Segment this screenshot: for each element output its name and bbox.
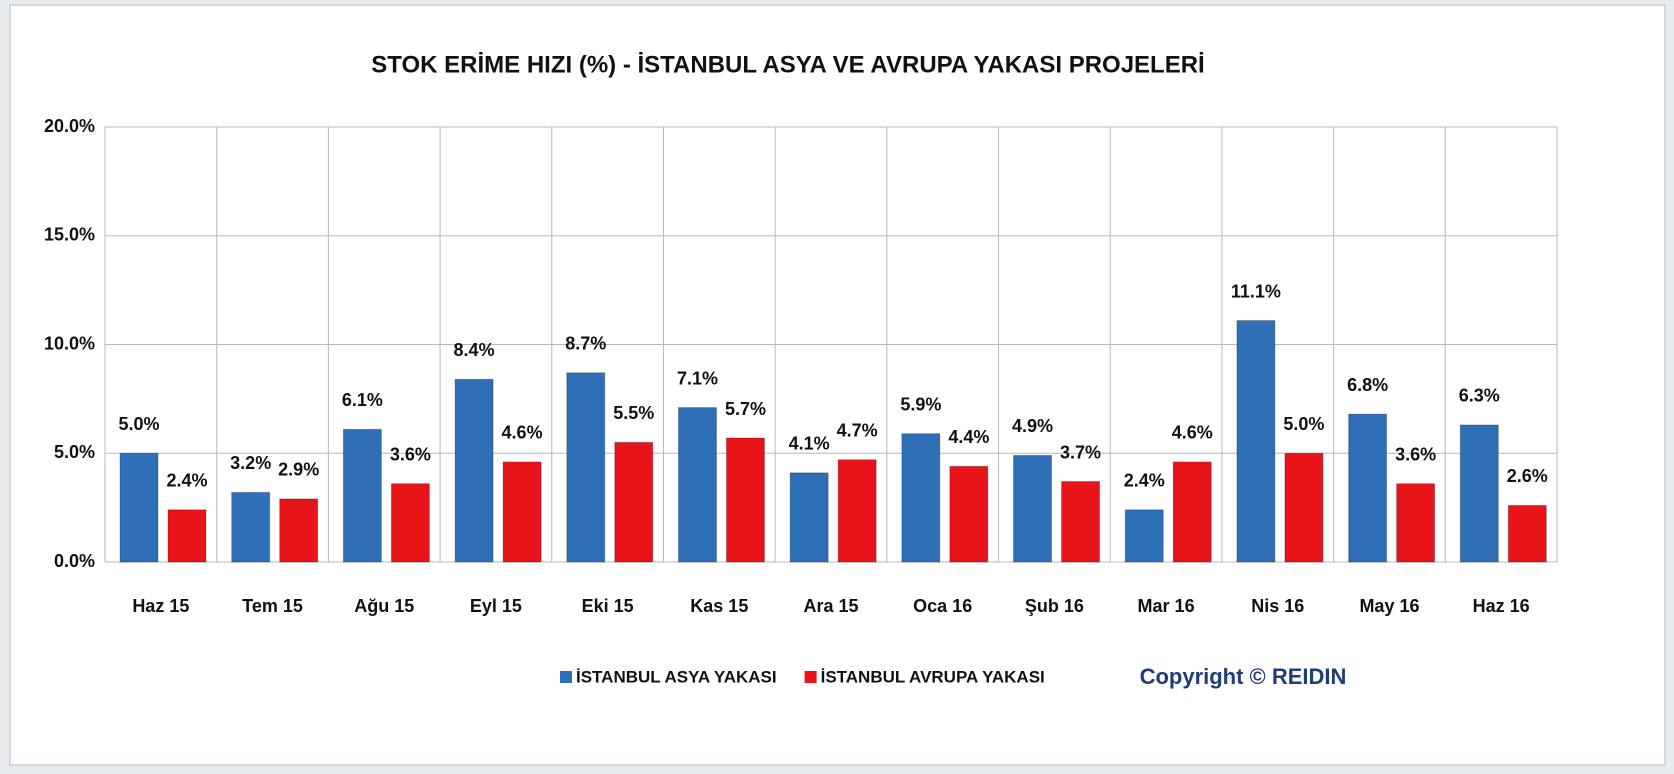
x-tick-label: Şub 16 — [1025, 596, 1084, 616]
value-label: 4.6% — [502, 423, 543, 443]
x-tick-label: Oca 16 — [913, 596, 972, 616]
x-tick-label: Kas 15 — [690, 596, 748, 616]
value-label: 6.8% — [1347, 375, 1388, 395]
bar — [1396, 483, 1436, 563]
legend-swatch — [560, 671, 572, 683]
value-label: 5.7% — [725, 399, 766, 419]
bar — [1013, 454, 1053, 563]
bar — [454, 378, 494, 563]
chart-frame — [9, 4, 1666, 766]
bar — [677, 407, 717, 563]
value-label: 6.1% — [342, 390, 383, 410]
value-label: 5.0% — [118, 414, 159, 434]
x-tick-label: May 16 — [1359, 596, 1419, 616]
value-label: 6.3% — [1459, 386, 1500, 406]
bar — [502, 461, 542, 563]
bar — [789, 472, 829, 563]
bar — [119, 452, 159, 563]
value-label: 4.6% — [1172, 423, 1213, 443]
bar — [614, 441, 654, 563]
x-tick-label: Tem 15 — [242, 596, 303, 616]
bar — [566, 372, 606, 563]
y-tick-label: 20.0% — [44, 116, 95, 136]
value-label: 7.1% — [677, 368, 718, 388]
value-label: 3.7% — [1060, 442, 1101, 462]
bar — [167, 509, 207, 563]
y-tick-label: 0.0% — [54, 551, 95, 571]
legend-label: İSTANBUL AVRUPA YAKASI — [821, 667, 1045, 686]
chart-title: STOK ERİME HIZI (%) - İSTANBUL ASYA VE A… — [371, 51, 1204, 78]
x-tick-label: Haz 16 — [1473, 596, 1530, 616]
bar — [1284, 452, 1324, 563]
x-tick-label: Nis 16 — [1251, 596, 1304, 616]
bar — [1061, 481, 1101, 563]
y-tick-label: 10.0% — [44, 333, 95, 353]
legend-swatch — [804, 671, 817, 683]
bar — [1236, 320, 1276, 563]
legend-label: İSTANBUL ASYA YAKASI — [576, 667, 777, 686]
copyright: Copyright © REIDIN — [1140, 664, 1347, 689]
value-label: 2.9% — [278, 460, 319, 480]
bar — [1124, 509, 1164, 563]
bar — [725, 437, 765, 563]
value-label: 11.1% — [1231, 281, 1281, 301]
bar — [231, 491, 271, 563]
bar — [1348, 413, 1388, 563]
x-tick-label: Eyl 15 — [470, 596, 522, 616]
value-label: 3.2% — [230, 453, 271, 473]
value-label: 4.4% — [948, 427, 989, 447]
bar — [390, 483, 430, 563]
bar — [1507, 504, 1547, 563]
value-label: 4.7% — [837, 421, 878, 441]
value-label: 5.9% — [900, 394, 941, 414]
value-label: 4.9% — [1012, 416, 1053, 436]
bar — [1172, 461, 1212, 563]
bar — [342, 428, 382, 563]
value-label: 5.0% — [1283, 414, 1324, 434]
value-label: 8.4% — [454, 340, 495, 360]
bar — [837, 459, 877, 563]
value-label: 2.6% — [1507, 466, 1548, 486]
x-tick-label: Eki 15 — [582, 596, 634, 616]
y-tick-label: 5.0% — [54, 442, 95, 462]
x-tick-label: Ağu 15 — [354, 596, 414, 616]
bar — [1459, 424, 1499, 563]
bar — [949, 465, 989, 563]
bar — [279, 498, 319, 563]
value-label: 3.6% — [1395, 444, 1436, 464]
x-tick-label: Mar 16 — [1138, 596, 1195, 616]
x-tick-label: Ara 15 — [803, 596, 858, 616]
y-tick-label: 15.0% — [44, 225, 95, 245]
value-label: 5.5% — [613, 403, 654, 423]
value-label: 8.7% — [565, 334, 606, 354]
value-label: 2.4% — [1124, 471, 1165, 491]
value-label: 3.6% — [390, 444, 431, 464]
value-label: 4.1% — [789, 434, 830, 454]
value-label: 2.4% — [166, 471, 207, 491]
bar — [901, 433, 941, 563]
x-tick-label: Haz 15 — [132, 596, 189, 616]
